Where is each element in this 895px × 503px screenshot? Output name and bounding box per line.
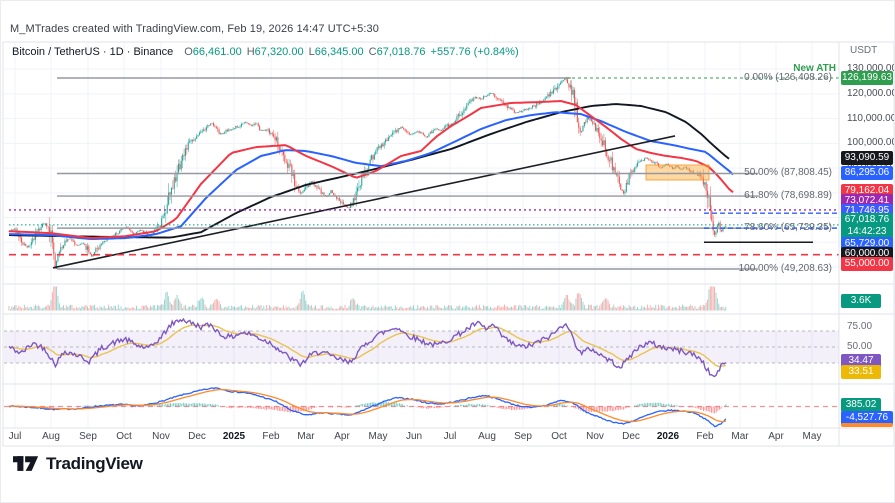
price-axis-currency: USDT (850, 45, 878, 56)
time-axis-label: Dec (622, 431, 640, 442)
rsi-line (8, 317, 727, 378)
tradingview-logo-text: TradingView (46, 454, 143, 473)
price-badge: -4,527.76 (841, 411, 893, 425)
legend-ohlc-value: 67,018.76 (376, 46, 426, 58)
legend-ohlc-value: 66,461.00 (192, 46, 242, 58)
price-badge: 33.51 (841, 365, 881, 379)
ma-mid-line (8, 111, 734, 241)
time-axis-label: May (368, 431, 388, 442)
price-axis-label: 110,000.00 (847, 113, 895, 124)
price-badge: 126,199.63 (841, 71, 893, 85)
price-axis-label: 130,000.00 (847, 63, 895, 74)
supply-zone-box (645, 164, 710, 181)
time-axis-label: Sep (79, 431, 97, 442)
fib-level-label: 100.00% (49,208.63) (738, 262, 832, 274)
price-badge: 67,018.76 14:42:23 (841, 213, 893, 239)
time-axis-label: Oct (116, 431, 132, 442)
tradingview-logo[interactable]: TradingView (13, 454, 143, 474)
time-axis-label: Oct (551, 431, 567, 442)
time-axis-label: Aug (42, 431, 60, 442)
trendline (52, 135, 676, 269)
indicator-axis-label: 50.00 (847, 341, 873, 352)
price-badge: 86,295.06 (841, 166, 893, 180)
price-badge: 385.02 (841, 398, 881, 412)
attribution-text: M_MTrades created with TradingView.com, … (10, 23, 379, 35)
volume-bars-up (10, 286, 727, 311)
legend-ohlc-key: L (308, 46, 315, 58)
time-axis-label: Apr (334, 431, 350, 442)
time-axis-label: Jul (8, 431, 22, 442)
fib-level-label: 61.80% (78,698.89) (744, 190, 832, 202)
countdown-timer: 14:42:23 (847, 226, 887, 237)
price-badge: 55,000.00 (841, 257, 893, 271)
time-axis-label: Nov (586, 431, 604, 442)
legend-ohlc-value: 66,345.00 (314, 46, 364, 58)
fib-level-label: 0.00% (126,408.26) (744, 72, 832, 83)
price-axis-label: 120,000.00 (847, 88, 895, 99)
tradingview-logo-icon (13, 456, 39, 471)
legend-ohlc-key: C (368, 46, 377, 58)
legend-ohlc-value: 67,320.00 (254, 46, 304, 58)
time-axis-label: Dec (188, 431, 206, 442)
time-axis-label: Apr (768, 431, 784, 442)
legend-symbol[interactable]: Bitcoin / TetherUS · 1D · Binance (12, 46, 174, 58)
fib-level-label: 50.00% (87,808.45) (744, 167, 832, 179)
time-axis-label: 2026 (656, 431, 680, 442)
macd-signal-line (9, 388, 726, 423)
time-axis-label: Feb (696, 431, 714, 442)
price-badge: 3.6K (841, 294, 881, 308)
new-ath-label: New ATH (793, 63, 836, 74)
price-badge: 93,090.59 (841, 151, 893, 165)
time-axis-label: Feb (262, 431, 280, 442)
time-axis-label: Jul (443, 431, 457, 442)
legend-ohlc-key: H (246, 46, 255, 58)
price-badge: 34.47 (841, 354, 881, 368)
indicator-axis-label: 75.00 (847, 321, 873, 332)
price-axis-label: 100,000.00 (847, 137, 895, 148)
symbol-legend[interactable]: Bitcoin / TetherUS · 1D · Binance O66,461… (12, 46, 519, 58)
macd-signal-badge-sliver (841, 423, 893, 427)
time-axis-label: Mar (297, 431, 315, 442)
legend-ohlc-key: O (184, 46, 193, 58)
fib-level-label: 78.60% (65,729.35) (744, 222, 832, 234)
legend-change: +557.76 (+0.84%) (430, 46, 519, 58)
time-axis-label: Mar (731, 431, 749, 442)
time-axis-label: Aug (478, 431, 496, 442)
time-axis-label: 2025 (222, 431, 246, 442)
rsi-ma-line (8, 324, 726, 368)
time-axis-label: Jun (405, 431, 423, 442)
time-axis-label: Nov (152, 431, 170, 442)
time-axis-label: May (802, 431, 822, 442)
time-axis-label: Sep (514, 431, 532, 442)
